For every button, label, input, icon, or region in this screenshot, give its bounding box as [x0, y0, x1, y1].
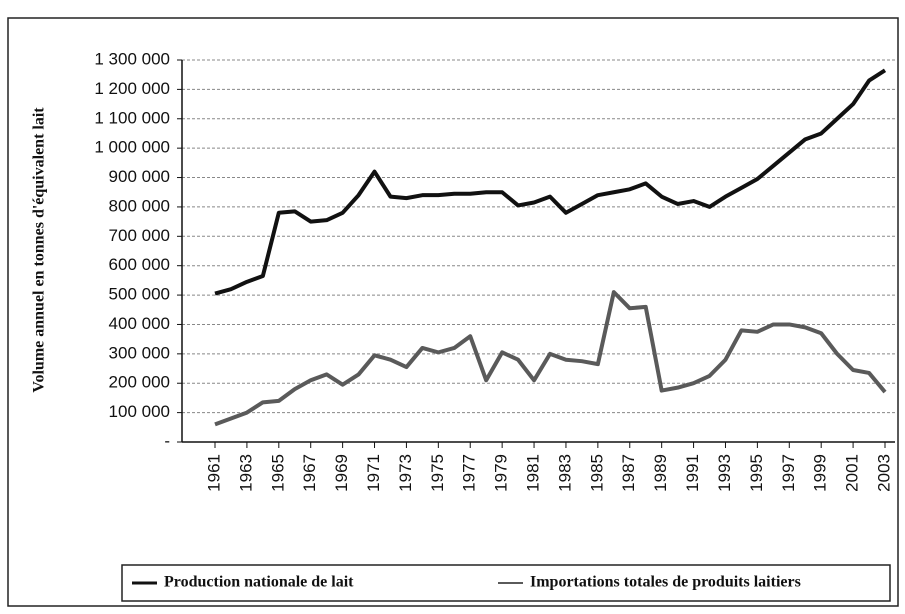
x-tick-label: 1961: [204, 454, 223, 492]
legend-label: Importations totales de produits laitier…: [530, 574, 801, 591]
x-tick-label: 1985: [587, 454, 606, 492]
y-tick-label: 800 000: [109, 196, 170, 215]
legend-box: [121, 564, 891, 602]
x-tick-label: 1987: [619, 454, 638, 492]
x-tick-label: 1965: [268, 454, 287, 492]
y-tick-label: 300 000: [109, 343, 170, 362]
y-tick-label: -: [164, 431, 170, 450]
x-tick-label: 1975: [428, 454, 447, 492]
x-tick-label: 2003: [874, 454, 893, 492]
x-tick-label: 1967: [300, 454, 319, 492]
series-line: [214, 290, 887, 427]
x-tick-label: 1993: [715, 454, 734, 492]
series-line: [214, 68, 887, 296]
x-tick-label: 1979: [492, 454, 511, 492]
legend-label: Production nationale de lait: [164, 574, 354, 591]
y-tick-label: 600 000: [109, 255, 170, 274]
x-tick-label: 2001: [843, 454, 862, 492]
y-tick-label: 1 300 000: [94, 49, 170, 68]
x-tick-label: 1983: [555, 454, 574, 492]
y-tick-label: 1 100 000: [94, 108, 170, 127]
y-tick-label: 700 000: [109, 226, 170, 245]
x-tick-label: 1995: [747, 454, 766, 492]
x-tick-label: 1977: [460, 454, 479, 492]
x-tick-label: 1963: [236, 454, 255, 492]
x-tick-label: 1991: [683, 454, 702, 492]
y-tick-label: 500 000: [109, 285, 170, 304]
y-axis-label: Volume annuel en tonnes d'équivalent lai…: [31, 107, 48, 393]
x-tick-label: 1981: [524, 454, 543, 492]
y-tick-label: 1 000 000: [94, 138, 170, 157]
y-tick-label: 900 000: [109, 167, 170, 186]
x-tick-label: 1997: [779, 454, 798, 492]
y-tick-label: 200 000: [109, 373, 170, 392]
x-tick-label: 1973: [396, 454, 415, 492]
x-tick-label: 1969: [332, 454, 351, 492]
y-tick-label: 100 000: [109, 402, 170, 421]
y-tick-label: 1 200 000: [94, 79, 170, 98]
y-tick-label: 400 000: [109, 314, 170, 333]
x-tick-label: 1999: [811, 454, 830, 492]
x-tick-label: 1989: [651, 454, 670, 492]
frame: [7, 17, 899, 607]
x-tick-label: 1971: [364, 454, 383, 492]
